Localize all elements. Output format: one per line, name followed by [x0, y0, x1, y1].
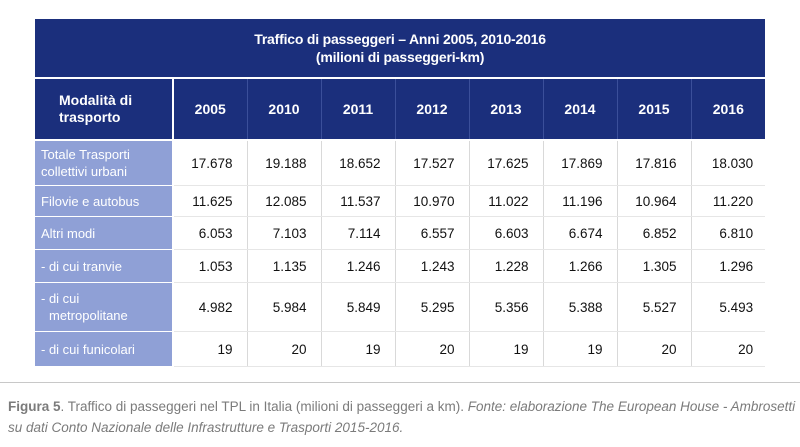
row-label: - di cui tranvie — [35, 249, 174, 283]
table-cell: 1.296 — [691, 249, 766, 283]
table-cell: 6.810 — [691, 216, 766, 250]
row-label-line2: collettivi urbani — [41, 164, 127, 179]
table-cell: 11.220 — [691, 185, 766, 217]
row-label: Totale Trasporti collettivi urbani — [35, 140, 174, 186]
table-cell: 5.493 — [691, 282, 766, 332]
table-cell: 6.852 — [617, 216, 692, 250]
table-cell: 18.030 — [691, 140, 766, 186]
table-cell: 11.625 — [173, 185, 248, 217]
column-header-year: 2012 — [395, 78, 470, 141]
table-cell: 20 — [395, 331, 470, 367]
table-cell: 17.869 — [543, 140, 618, 186]
caption-text: . Traffico di passeggeri nel TPL in Ital… — [60, 399, 468, 414]
table-cell: 10.964 — [617, 185, 692, 217]
figure-label: Figura 5 — [8, 399, 61, 414]
table-cell: 20 — [691, 331, 766, 367]
table-cell: 1.305 — [617, 249, 692, 283]
table-cell: 17.678 — [173, 140, 248, 186]
table-title-line2: (milioni di passeggeri-km) — [315, 49, 485, 65]
column-header-mode: Modalità di trasporto — [35, 78, 174, 141]
table-cell: 10.970 — [395, 185, 470, 217]
table-cell: 6.557 — [395, 216, 470, 250]
column-header-year: 2010 — [247, 78, 322, 141]
table-row: - di cui tranvie 1.053 1.135 1.246 1.243… — [35, 249, 766, 283]
table-cell: 7.103 — [247, 216, 322, 250]
table-row: Totale Trasporti collettivi urbani 17.67… — [35, 140, 766, 186]
table-cell: 20 — [617, 331, 692, 367]
column-header-year: 2013 — [469, 78, 544, 141]
row-label-line1: - di cui — [41, 291, 80, 306]
table-cell: 19 — [543, 331, 618, 367]
column-header-year: 2011 — [321, 78, 396, 141]
table-title-line1: Traffico di passeggeri – Anni 2005, 2010… — [254, 31, 546, 47]
table-cell: 6.603 — [469, 216, 544, 250]
row-label: Filovie e autobus — [35, 185, 174, 217]
table-title-row: Traffico di passeggeri – Anni 2005, 2010… — [35, 19, 766, 79]
table-cell: 5.849 — [321, 282, 396, 332]
table-cell: 1.135 — [247, 249, 322, 283]
table-header-row: Modalità di trasporto 2005 2010 2011 201… — [35, 78, 766, 141]
row-label: Altri modi — [35, 216, 174, 250]
table-cell: 5.984 — [247, 282, 322, 332]
caption-divider — [0, 382, 800, 383]
table-cell: 1.243 — [395, 249, 470, 283]
table-cell: 12.085 — [247, 185, 322, 217]
table-row: - di cui metropolitane 4.982 5.984 5.849… — [35, 282, 766, 332]
table-cell: 18.652 — [321, 140, 396, 186]
column-header-mode-line1: Modalità di — [59, 92, 133, 108]
row-label-line2: metropolitane — [49, 308, 128, 323]
table-cell: 4.982 — [173, 282, 248, 332]
table-row: Filovie e autobus 11.625 12.085 11.537 1… — [35, 185, 766, 217]
table-cell: 11.022 — [469, 185, 544, 217]
column-header-year: 2005 — [173, 78, 248, 141]
table-cell: 1.053 — [173, 249, 248, 283]
column-header-year: 2015 — [617, 78, 692, 141]
table-cell: 19.188 — [247, 140, 322, 186]
table-cell: 1.246 — [321, 249, 396, 283]
table-row: Altri modi 6.053 7.103 7.114 6.557 6.603… — [35, 216, 766, 250]
table-cell: 19 — [173, 331, 248, 367]
passenger-traffic-table-container: Traffico di passeggeri – Anni 2005, 2010… — [35, 19, 766, 367]
table-cell: 5.356 — [469, 282, 544, 332]
table-cell: 17.816 — [617, 140, 692, 186]
table-row: - di cui funicolari 19 20 19 20 19 19 20… — [35, 331, 766, 367]
column-header-mode-line2: trasporto — [59, 109, 121, 125]
figure-caption: Figura 5. Traffico di passeggeri nel TPL… — [8, 396, 798, 438]
caption-source: Fonte: elaborazione The European House -… — [8, 399, 796, 435]
table-cell: 1.228 — [469, 249, 544, 283]
table-cell: 19 — [469, 331, 544, 367]
table-cell: 17.527 — [395, 140, 470, 186]
table-cell: 5.388 — [543, 282, 618, 332]
table-cell: 11.537 — [321, 185, 396, 217]
row-label: - di cui metropolitane — [35, 282, 174, 332]
passenger-traffic-table: Traffico di passeggeri – Anni 2005, 2010… — [35, 19, 766, 367]
table-cell: 5.527 — [617, 282, 692, 332]
table-cell: 7.114 — [321, 216, 396, 250]
table-title: Traffico di passeggeri – Anni 2005, 2010… — [35, 19, 766, 79]
table-cell: 6.053 — [173, 216, 248, 250]
column-header-year: 2014 — [543, 78, 618, 141]
table-cell: 1.266 — [543, 249, 618, 283]
table-cell: 6.674 — [543, 216, 618, 250]
table-cell: 17.625 — [469, 140, 544, 186]
row-label: - di cui funicolari — [35, 331, 174, 367]
table-cell: 20 — [247, 331, 322, 367]
table-cell: 19 — [321, 331, 396, 367]
table-cell: 11.196 — [543, 185, 618, 217]
table-cell: 5.295 — [395, 282, 470, 332]
row-label-line1: Totale Trasporti — [41, 147, 130, 162]
column-header-year: 2016 — [691, 78, 766, 141]
